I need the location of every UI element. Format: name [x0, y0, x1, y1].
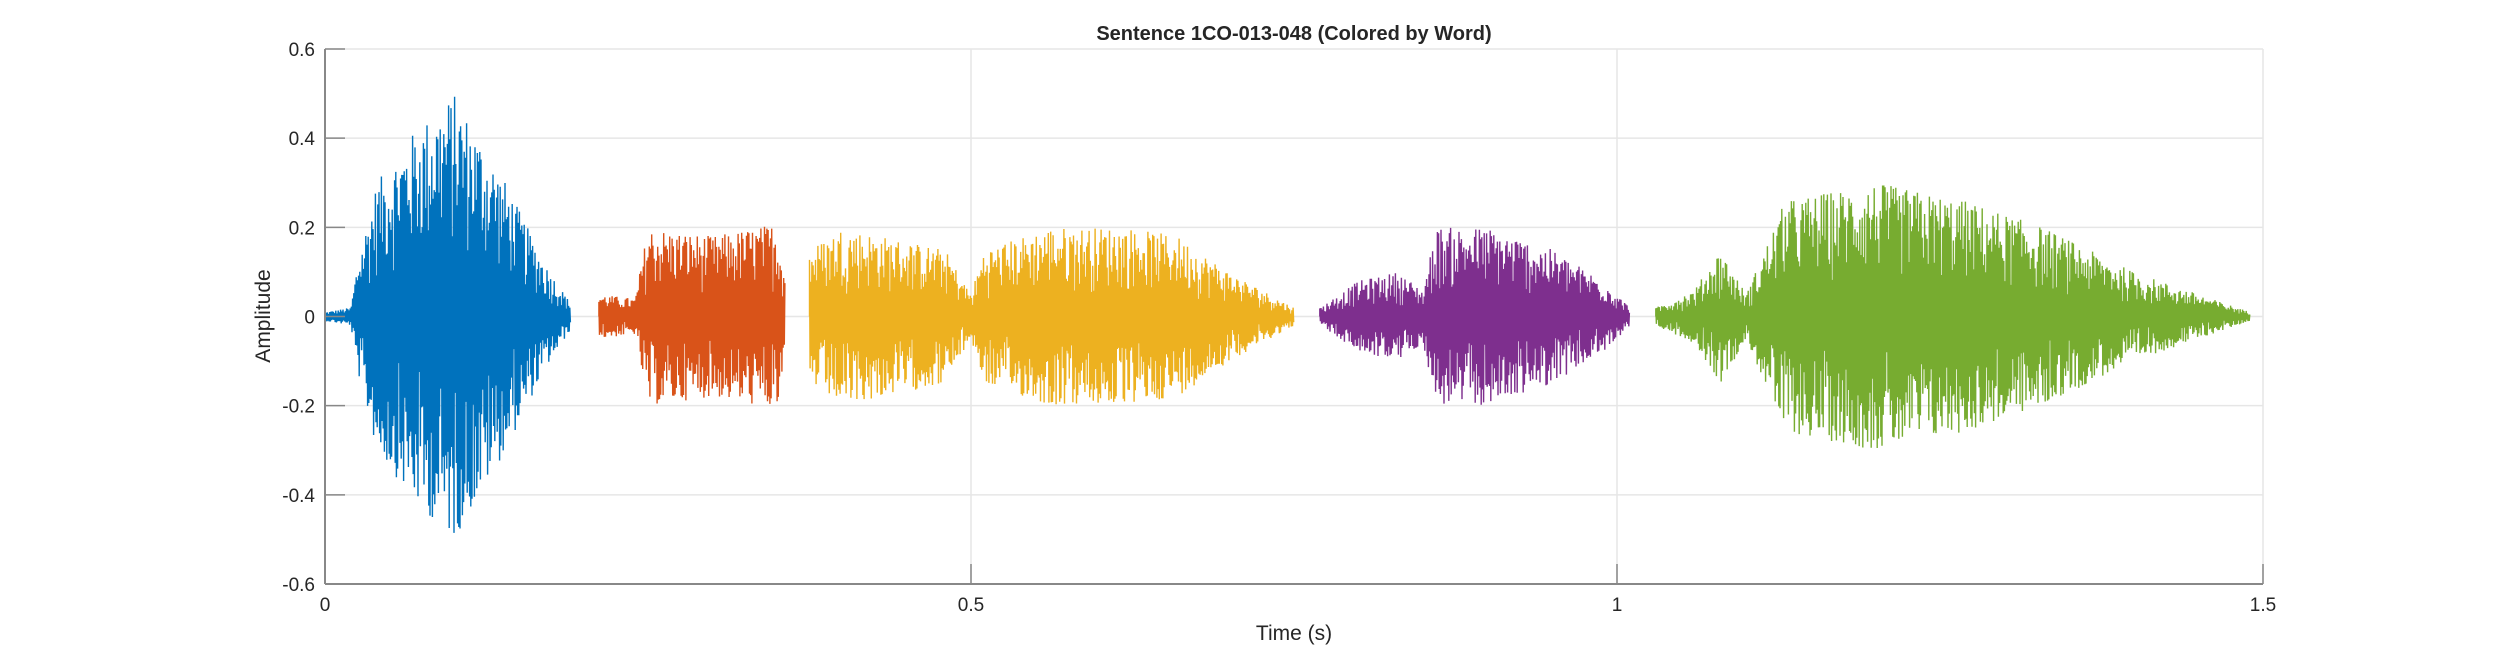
x-tick-label: 1	[1612, 595, 1623, 616]
y-tick-label: 0.4	[289, 129, 316, 150]
y-tick-label: -0.2	[282, 397, 315, 418]
x-tick-label: 1.5	[2250, 595, 2276, 616]
waveform-word-4	[1319, 227, 1631, 405]
y-tick-label: 0.2	[289, 218, 315, 239]
x-axis-label: Time (s)	[1256, 622, 1332, 645]
axes: -0.6 -0.4 -0.2 0 0.2 0.4 0.6 0 0.5 1 1.5	[282, 40, 2276, 616]
waveform-series	[324, 96, 2251, 533]
y-tick-label: 0.6	[289, 40, 315, 61]
chart-title: Sentence 1CO-013-048 (Colored by Word)	[1096, 23, 1491, 45]
waveform-word-2	[598, 226, 786, 404]
x-tick-label: 0.5	[958, 595, 984, 616]
y-tick-label: 0	[304, 308, 315, 329]
waveform-word-5	[1655, 185, 2251, 449]
y-axis-label: Amplitude	[252, 269, 275, 362]
y-tick-label: -0.6	[282, 575, 315, 596]
y-tick-label: -0.4	[282, 486, 315, 507]
waveform-word-3	[808, 228, 1295, 405]
x-tick-label: 0	[320, 595, 331, 616]
waveform-word-1	[324, 96, 572, 533]
